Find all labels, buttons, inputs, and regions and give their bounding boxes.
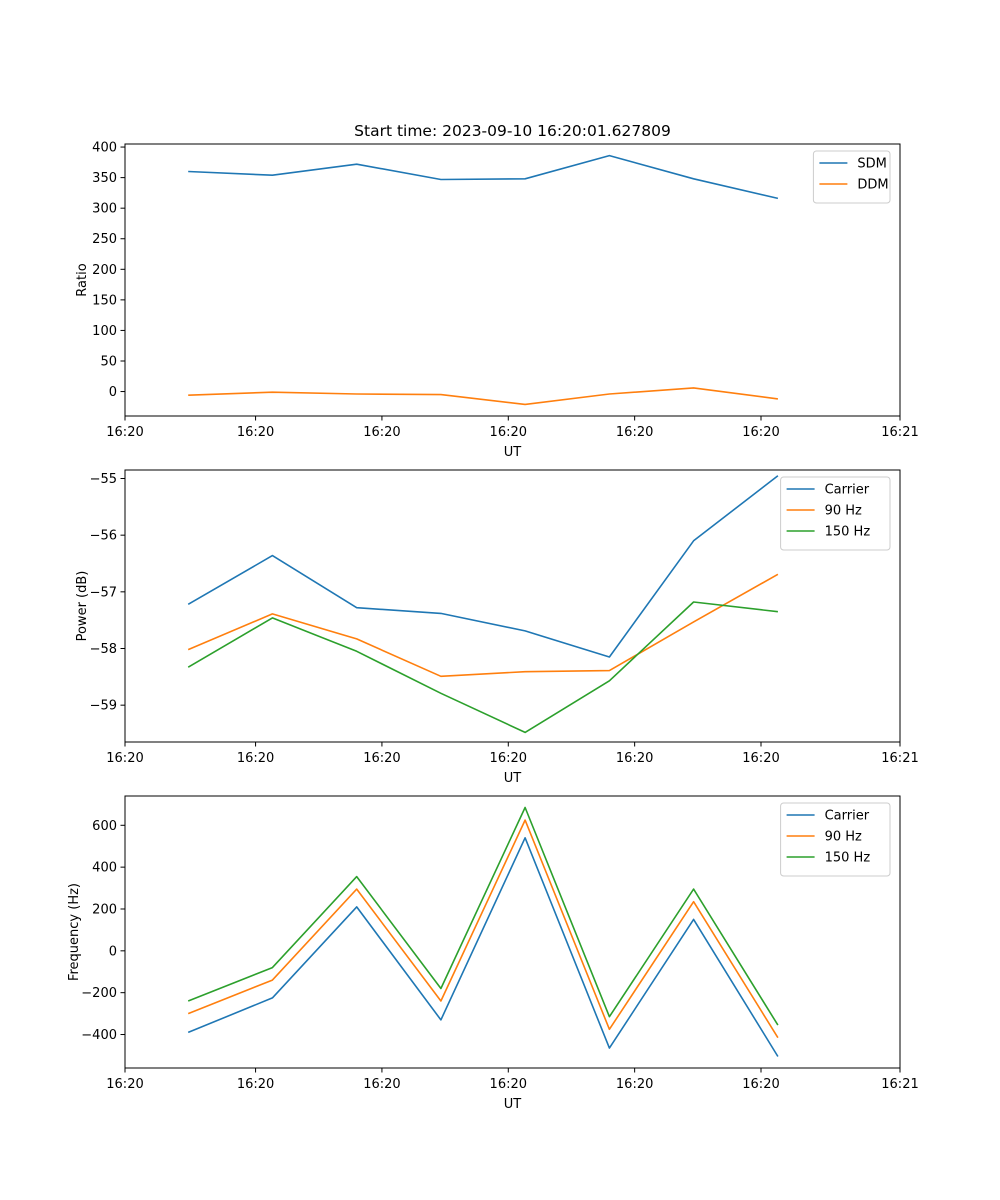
y-tick-label: 600 — [92, 819, 117, 834]
x-tick-label: 16:20 — [237, 1077, 274, 1092]
legend: Carrier 90 Hz 150 Hz — [780, 476, 891, 551]
plot-frame — [124, 795, 901, 1069]
y-tick-label: 0 — [109, 385, 117, 400]
y-tick-label: 350 — [92, 171, 117, 186]
y-tick-label: 0 — [109, 944, 117, 959]
x-tick-label: 16:20 — [490, 425, 527, 440]
plot-area — [125, 796, 900, 1068]
legend-label: 90 Hz — [825, 504, 862, 519]
legend-box — [812, 150, 891, 204]
plot-frame — [124, 469, 901, 743]
plot-frame — [124, 143, 901, 417]
x-axis-label: UT — [504, 1097, 522, 1112]
y-tick-label: 250 — [92, 232, 117, 247]
chart-panel-1: 16:20 16:20 16:20 16:20 16:20 16:20 16:21 UT 0 50… — [75, 141, 919, 460]
x-tick-label: 16:20 — [363, 425, 400, 440]
y-tick-label: 400 — [92, 141, 117, 156]
series-line-carrier — [187, 475, 779, 658]
y-axis: −59 −58 −57 −56 −55 Power (dB) — [75, 472, 125, 714]
legend-label: 90 Hz — [825, 830, 862, 845]
y-axis-label: Ratio — [75, 263, 90, 296]
y-axis: 0 50 100 150 200 250 300 350 400 Ratio — [75, 141, 125, 400]
x-tick-label: 16:20 — [237, 751, 274, 766]
chart-panel-3: 16:20 16:20 16:20 16:20 16:20 16:20 16:21 UT −40… — [67, 795, 919, 1112]
series-line-90-hz — [187, 819, 779, 1039]
series-line-sdm — [188, 154, 779, 200]
legend-label: DDM — [857, 178, 888, 193]
series-line-150-hz — [187, 601, 778, 734]
y-tick-label: −59 — [90, 699, 117, 714]
x-tick-label: 16:20 — [490, 1077, 527, 1092]
y-axis-label: Power (dB) — [75, 571, 90, 642]
series-line-150-hz — [187, 806, 779, 1026]
y-tick-label: −400 — [81, 1028, 117, 1043]
y-tick-label: 200 — [92, 263, 117, 278]
x-axis-label: UT — [504, 445, 522, 460]
x-axis: 16:20 16:20 16:20 16:20 16:20 16:20 16:21 UT — [106, 742, 919, 786]
legend-label: Carrier — [825, 809, 870, 824]
y-axis-label: Frequency (Hz) — [67, 883, 82, 981]
series-line-ddm — [188, 387, 779, 406]
figure-title: Start time: 2023-09-10 16:20:01.627809 — [354, 122, 671, 140]
x-axis: 16:20 16:20 16:20 16:20 16:20 16:20 16:21 UT — [106, 1068, 919, 1112]
y-tick-label: −56 — [90, 529, 117, 544]
series-line-90-hz — [187, 573, 779, 678]
y-tick-label: 150 — [92, 293, 117, 308]
x-tick-label: 16:20 — [106, 751, 143, 766]
x-tick-label: 16:20 — [106, 1077, 143, 1092]
x-tick-label: 16:20 — [106, 425, 143, 440]
legend-label: SDM — [857, 157, 886, 172]
x-tick-label: 16:21 — [881, 425, 918, 440]
y-tick-label: −58 — [90, 642, 117, 657]
x-tick-label: 16:20 — [363, 751, 400, 766]
x-tick-label: 16:21 — [881, 751, 918, 766]
y-tick-label: 200 — [92, 902, 117, 917]
x-tick-label: 16:20 — [237, 425, 274, 440]
x-axis: 16:20 16:20 16:20 16:20 16:20 16:20 16:21 UT — [106, 416, 919, 460]
series-line-carrier — [187, 836, 779, 1057]
x-tick-label: 16:20 — [742, 751, 779, 766]
legend-label: Carrier — [825, 483, 870, 498]
y-axis: −400 −200 0 200 400 600 Frequency (Hz) — [67, 819, 125, 1043]
y-tick-label: 300 — [92, 202, 117, 217]
chart-panel-2: 16:20 16:20 16:20 16:20 16:20 16:20 16:21 UT −59… — [75, 469, 919, 786]
x-tick-label: 16:20 — [742, 425, 779, 440]
x-tick-label: 16:20 — [616, 425, 653, 440]
x-axis-label: UT — [504, 771, 522, 786]
plot-area — [125, 144, 900, 416]
legend-label: 150 Hz — [825, 525, 871, 540]
legend-label: 150 Hz — [825, 851, 871, 866]
x-tick-label: 16:21 — [881, 1077, 918, 1092]
legend: SDM DDM — [812, 150, 891, 204]
y-tick-label: 100 — [92, 324, 117, 339]
y-tick-label: 400 — [92, 861, 117, 876]
y-tick-label: −200 — [81, 986, 117, 1001]
x-tick-label: 16:20 — [363, 1077, 400, 1092]
panels: 16:20 16:20 16:20 16:20 16:20 16:20 16:21 UT 0 50… — [67, 141, 919, 1112]
x-tick-label: 16:20 — [616, 1077, 653, 1092]
y-tick-label: −57 — [90, 585, 117, 600]
y-tick-label: 50 — [100, 354, 117, 369]
y-tick-label: −55 — [90, 472, 117, 487]
plot-area — [125, 470, 900, 742]
x-tick-label: 16:20 — [616, 751, 653, 766]
x-tick-label: 16:20 — [742, 1077, 779, 1092]
x-tick-label: 16:20 — [490, 751, 527, 766]
legend: Carrier 90 Hz 150 Hz — [780, 802, 891, 877]
